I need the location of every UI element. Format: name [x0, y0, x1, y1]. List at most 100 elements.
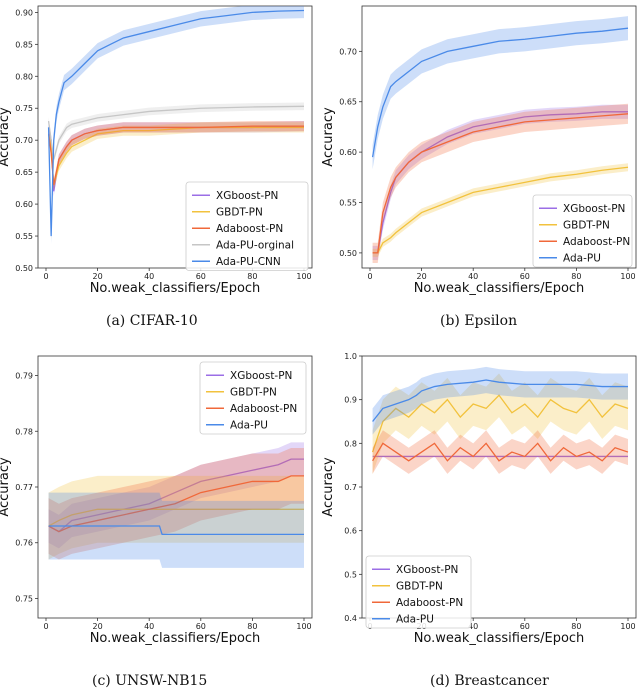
y-axis-label: Accuracy — [0, 107, 12, 167]
series-band-3 — [48, 102, 304, 164]
y-tick-label: 0.85 — [15, 40, 33, 49]
series-line-3 — [372, 379, 628, 422]
plot-area — [371, 366, 629, 474]
y-tick-label: 0.6 — [344, 527, 357, 536]
legend-entry: Adaboost-PN — [230, 403, 297, 415]
x-tick-label: 40 — [468, 272, 478, 281]
legend-entry: GBDT-PN — [216, 206, 263, 218]
plot-area — [47, 6, 305, 244]
y-tick-label: 0.79 — [15, 372, 33, 381]
legend-entry: XGboost-PN — [396, 564, 458, 576]
y-axis-label: Accuracy — [321, 457, 336, 517]
legend-entry: Adaboost-PN — [563, 236, 630, 248]
series-line-0 — [372, 111, 628, 254]
series-band-2 — [372, 430, 628, 474]
y-tick-label: 0.75 — [15, 594, 33, 603]
x-tick-label: 20 — [93, 272, 103, 281]
y-tick-label: 0.78 — [15, 427, 33, 436]
y-tick-label: 0.75 — [15, 104, 33, 113]
x-tick-label: 0 — [43, 272, 48, 281]
series-band-2 — [48, 121, 304, 191]
x-tick-label: 80 — [247, 272, 257, 281]
series-line-3 — [371, 27, 629, 158]
series-line-2 — [372, 113, 629, 254]
plot-area — [371, 16, 629, 263]
x-tick-label: 100 — [296, 622, 311, 631]
series-band-1 — [48, 475, 304, 560]
series-line-2 — [47, 125, 304, 186]
series-line-4 — [47, 9, 305, 237]
x-tick-label: 80 — [247, 622, 257, 631]
legend-entry: GBDT-PN — [230, 386, 277, 398]
y-tick-label: 0.60 — [339, 148, 357, 157]
y-tick-label: 0.55 — [15, 232, 33, 241]
y-tick-label: 0.5 — [344, 570, 357, 579]
series-line-1 — [371, 394, 629, 453]
x-tick-label: 40 — [144, 622, 154, 631]
series-line-2 — [372, 442, 629, 462]
legend-box — [365, 555, 472, 629]
chart-2: 0 20 40 60 80 100 0.75 0.76 0.77 0.78 0.79 No.weak_… — [0, 355, 313, 646]
x-tick-label: 80 — [571, 622, 581, 631]
x-tick-label: 0 — [367, 272, 372, 281]
caption-b: (b) Epsilon — [440, 313, 518, 329]
legend-entry: Adaboost-PN — [216, 223, 283, 235]
legend-entry: Ada-PU — [396, 613, 434, 625]
caption-d: (d) Breastcancer — [430, 673, 549, 689]
legend-entry: XGboost-PN — [563, 203, 625, 215]
y-tick-label: 0.76 — [15, 539, 33, 548]
x-axis-label: No.weak_classifiers/Epoch — [90, 281, 261, 296]
x-tick-label: 100 — [620, 272, 635, 281]
legend-box — [185, 181, 309, 271]
legend-entry: GBDT-PN — [396, 580, 443, 592]
y-tick-label: 0.65 — [339, 98, 357, 107]
y-tick-label: 0.90 — [15, 8, 33, 17]
legend-entry: Ada-PU-orginal — [216, 239, 294, 251]
series-band-1 — [372, 373, 628, 474]
y-axis-label: Accuracy — [0, 457, 12, 517]
chart-3: 0204060801000.40.50.60.70.80.91.0No.weak… — [321, 352, 637, 646]
x-tick-label: 80 — [571, 272, 581, 281]
legend-entry: Ada-PU-CNN — [216, 256, 281, 268]
y-tick-label: 0.9 — [344, 396, 357, 405]
series-line-1 — [48, 508, 304, 527]
legend-entry: Ada-PU — [230, 419, 268, 431]
y-tick-label: 0.4 — [344, 614, 357, 623]
x-tick-label: 60 — [196, 272, 206, 281]
legend-entry: Ada-PU — [563, 252, 601, 264]
y-tick-label: 0.7 — [344, 483, 357, 492]
x-tick-label: 60 — [520, 622, 530, 631]
legend-entry: Adaboost-PN — [396, 597, 463, 609]
y-tick-label: 0.77 — [15, 483, 33, 492]
series-band-1 — [48, 122, 304, 191]
series-line-1 — [372, 166, 629, 254]
x-tick-label: 0 — [43, 622, 48, 631]
caption-a: (a) CIFAR-10 — [106, 313, 198, 329]
x-tick-label: 40 — [144, 272, 154, 281]
y-tick-label: 1.0 — [344, 352, 357, 361]
plot-area — [48, 442, 304, 568]
y-tick-label: 0.60 — [15, 200, 33, 209]
series-band-1 — [372, 163, 628, 257]
y-tick-label: 0.8 — [344, 439, 357, 448]
series-band-2 — [372, 103, 628, 263]
chart-0: 0 20 40 60 80 100 0.50 0.55 0.60 0.65 0.70 0.75 0.80… — [0, 5, 313, 296]
legend-entry: XGboost-PN — [230, 370, 292, 382]
y-axis-label: Accuracy — [321, 107, 336, 167]
x-tick-label: 40 — [468, 622, 478, 631]
x-tick-label: 20 — [417, 272, 427, 281]
series-band-0 — [48, 121, 304, 197]
series-band-3 — [48, 492, 304, 568]
x-axis-label: No.weak_classifiers/Epoch — [90, 631, 261, 646]
x-tick-label: 100 — [620, 622, 635, 631]
chart-1: 0 20 40 60 80 100 0.50 0.55 0.60 0.65 0.70 No.weak_… — [321, 5, 637, 296]
x-tick-label: 20 — [93, 622, 103, 631]
caption-c: (c) UNSW-NB15 — [92, 673, 208, 689]
legend-box — [199, 361, 307, 435]
series-line-0 — [48, 458, 304, 533]
series-line-3 — [48, 525, 304, 536]
y-tick-label: 0.65 — [15, 168, 33, 177]
x-tick-label: 60 — [196, 622, 206, 631]
y-tick-label: 0.50 — [15, 264, 33, 273]
